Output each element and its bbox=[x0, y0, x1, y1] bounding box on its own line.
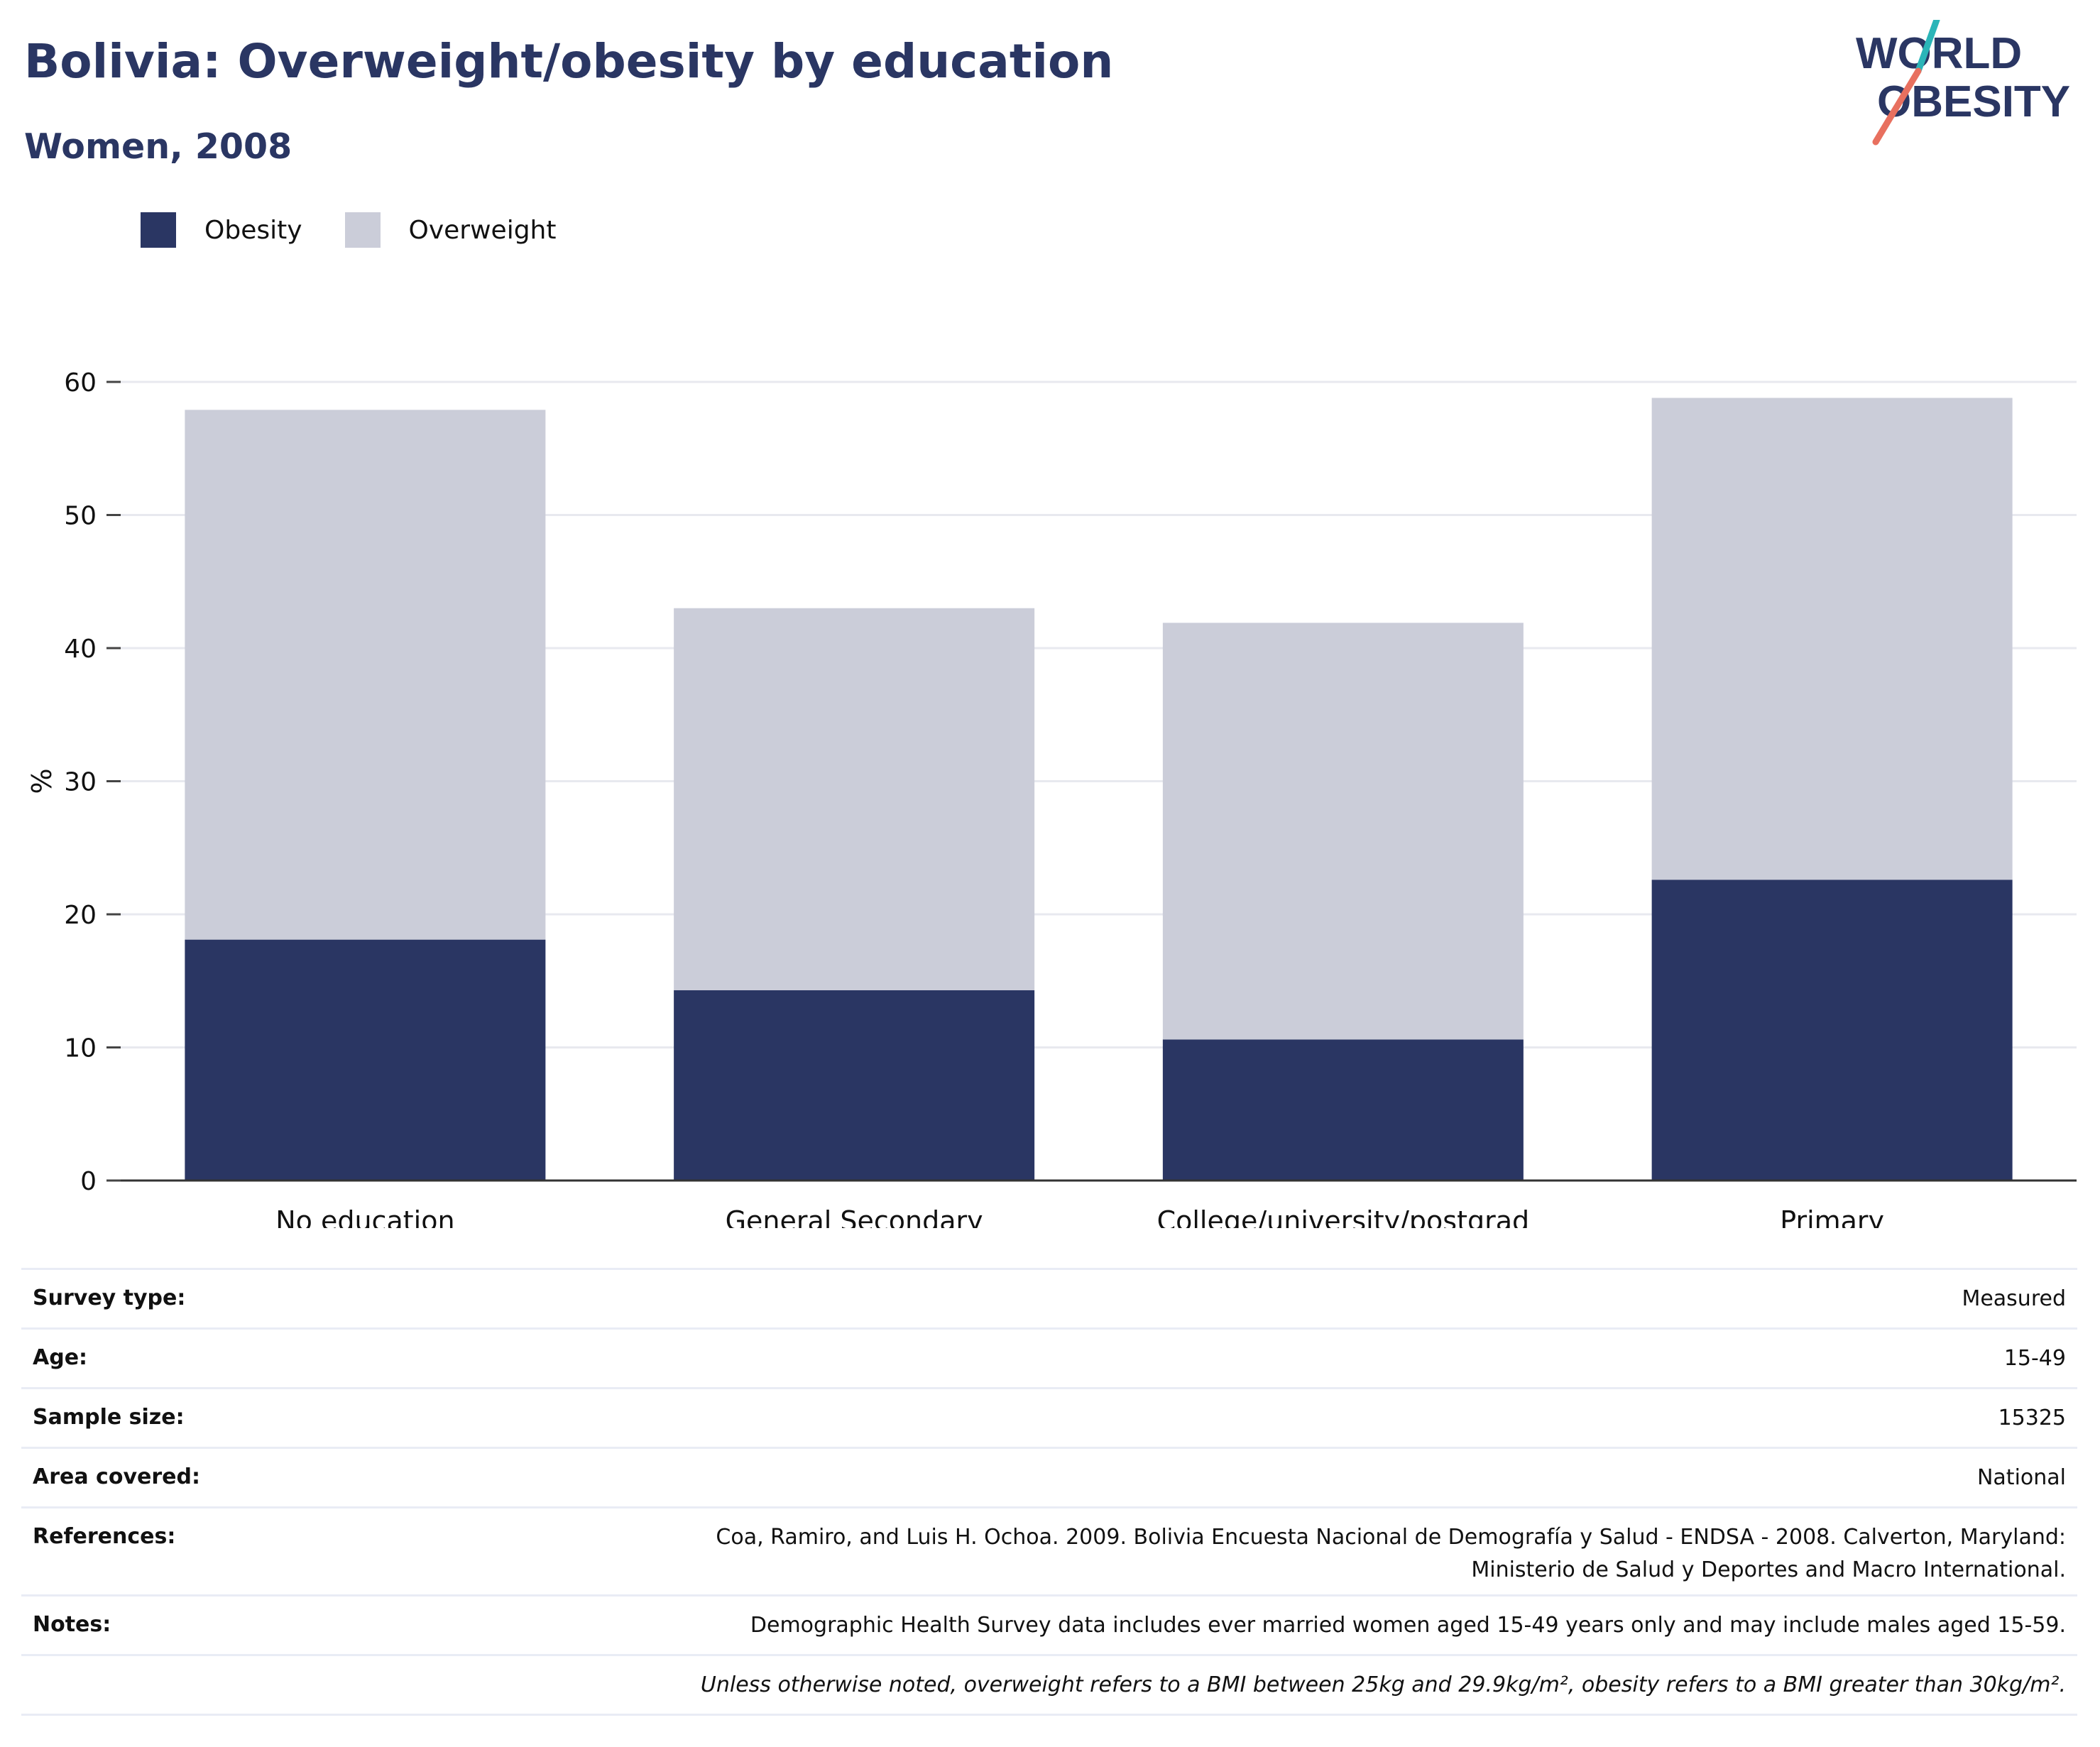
bar-obesity-1[interactable] bbox=[185, 939, 546, 1181]
legend-swatch-obesity bbox=[141, 212, 176, 248]
info-row: References: Coa, Ramiro, and Luis H. Ocho… bbox=[21, 1506, 2077, 1596]
info-row: Age: 15-49 bbox=[21, 1327, 2077, 1389]
info-row: Unless otherwise noted, overweight refer… bbox=[21, 1654, 2077, 1716]
stacked-bar-chart: 0 10 20 30 40 50 60 No education General Second… bbox=[26, 368, 2077, 1228]
legend-item-obesity[interactable]: Obesity bbox=[141, 212, 302, 248]
logo-line1: WORLD bbox=[1856, 29, 2022, 78]
x-category-label: Primary bbox=[1780, 1205, 1884, 1228]
chart-title: Bolivia: Overweight/obesity by education bbox=[24, 34, 1114, 89]
bar-overweight-4[interactable] bbox=[1651, 398, 2013, 880]
survey-info-table: Survey type: Measured Age: 15-49 Sample size… bbox=[21, 1268, 2077, 1716]
info-value-line: Ministerio de Salud y Deportes and Macro… bbox=[1471, 1557, 2066, 1582]
y-tick-label: 60 bbox=[64, 368, 97, 398]
bar-obesity-3[interactable] bbox=[1162, 1039, 1524, 1181]
legend-label-overweight: Overweight bbox=[408, 215, 557, 245]
logo-line2: OBESITY bbox=[1877, 77, 2070, 126]
legend-item-overweight[interactable]: Overweight bbox=[344, 212, 557, 248]
info-value: Unless otherwise noted, overweight refer… bbox=[413, 1654, 2077, 1716]
info-key: Area covered: bbox=[21, 1447, 413, 1508]
y-tick-label: 50 bbox=[64, 502, 97, 531]
bar-obesity-2[interactable] bbox=[674, 990, 1035, 1181]
info-value: 15-49 bbox=[413, 1327, 2077, 1389]
bar-obesity-4[interactable] bbox=[1651, 880, 2013, 1181]
info-key bbox=[21, 1654, 413, 1716]
logo-slash-bottom bbox=[1872, 67, 1922, 146]
info-row: Survey type: Measured bbox=[21, 1268, 2077, 1329]
info-row: Notes: Demographic Health Survey data inc… bbox=[21, 1594, 2077, 1655]
bar-overweight-3[interactable] bbox=[1162, 623, 1524, 1040]
info-value: National bbox=[413, 1447, 2077, 1508]
y-tick-label: 20 bbox=[64, 901, 97, 930]
info-value-line: Coa, Ramiro, and Luis H. Ochoa. 2009. Bo… bbox=[716, 1525, 2066, 1550]
info-value: 15325 bbox=[413, 1387, 2077, 1448]
info-row: Sample size: 15325 bbox=[21, 1387, 2077, 1448]
legend-label-obesity: Obesity bbox=[204, 215, 302, 245]
info-key: Age: bbox=[21, 1327, 413, 1389]
y-tick-label: 40 bbox=[64, 635, 97, 664]
y-tick-label: 0 bbox=[80, 1167, 97, 1196]
info-key: Sample size: bbox=[21, 1387, 413, 1448]
info-key: Survey type: bbox=[21, 1268, 413, 1329]
info-key: Notes: bbox=[21, 1594, 413, 1655]
x-category-label: No education bbox=[275, 1205, 454, 1228]
info-key: References: bbox=[21, 1506, 413, 1596]
logo-slash-top bbox=[1915, 20, 1940, 75]
info-value: Demographic Health Survey data includes … bbox=[413, 1594, 2077, 1655]
y-tick-label: 10 bbox=[64, 1034, 97, 1063]
world-obesity-logo: WORLD OBESITY bbox=[1856, 20, 2070, 146]
x-category-label: General Secondary bbox=[726, 1205, 983, 1228]
info-row: Area covered: National bbox=[21, 1447, 2077, 1508]
chart-subtitle: Women, 2008 bbox=[24, 126, 292, 167]
bar-overweight-1[interactable] bbox=[185, 410, 546, 940]
x-axis-labels: No education General Secondary College/uni… bbox=[275, 1205, 1884, 1228]
info-value: Measured bbox=[413, 1268, 2077, 1329]
bar-overweight-2[interactable] bbox=[674, 608, 1035, 990]
bars bbox=[185, 398, 2013, 1181]
y-axis-title: % bbox=[26, 768, 58, 794]
y-axis-ticks: 0 10 20 30 40 50 60 bbox=[64, 368, 121, 1196]
x-category-label: College/university/postgrad bbox=[1157, 1205, 1530, 1228]
legend-swatch-overweight bbox=[344, 212, 381, 248]
legend: Obesity Overweight bbox=[141, 210, 598, 250]
info-value: Coa, Ramiro, and Luis H. Ochoa. 2009. Bo… bbox=[413, 1506, 2077, 1596]
y-tick-label: 30 bbox=[64, 768, 97, 797]
